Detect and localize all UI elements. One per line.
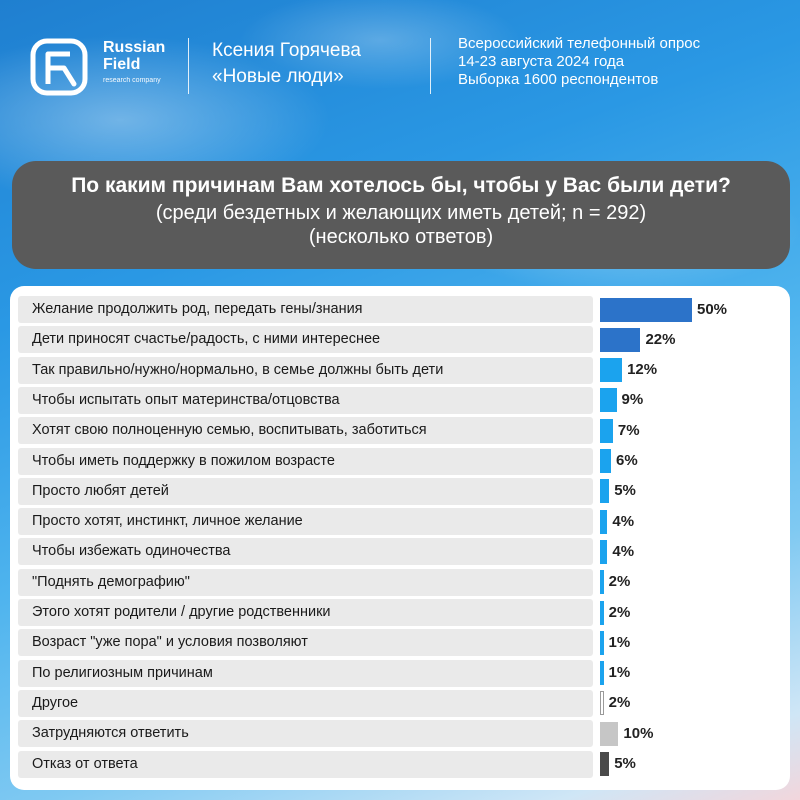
category-label: По религиозным причинам xyxy=(18,659,593,687)
bar xyxy=(600,358,623,383)
bar xyxy=(600,479,610,504)
data-label: 4% xyxy=(612,542,635,560)
survey-info: Всероссийский телефонный опрос 14-23 авг… xyxy=(458,35,700,89)
category-label: Хотят свою полноценную семью, воспитыват… xyxy=(18,417,593,445)
bar xyxy=(600,721,619,746)
category-label: "Поднять демографию" xyxy=(18,568,593,596)
author-name: Ксения Горячева xyxy=(212,40,361,61)
category-label: Чтобы иметь поддержку в пожилом возрасте xyxy=(18,447,593,475)
logo-line3: research company xyxy=(103,76,161,84)
question-title-box: По каким причинам Вам хотелось бы, чтобы… xyxy=(12,161,790,269)
header-divider xyxy=(188,38,189,94)
data-label: 5% xyxy=(614,755,636,772)
bar xyxy=(600,418,613,443)
question-subtitle-note: (несколько ответов) xyxy=(308,226,494,248)
survey-line2: 14-23 августа 2024 года xyxy=(458,53,625,70)
category-label: Чтобы испытать опыт материнства/отцовств… xyxy=(18,386,593,414)
data-label: 6% xyxy=(616,452,638,469)
author-party: «Новые люди» xyxy=(212,65,344,87)
category-label: Просто хотят, инстинкт, личное желание xyxy=(18,508,593,536)
question-title: По каким причинам Вам хотелось бы, чтобы… xyxy=(71,174,731,197)
data-label: 10% xyxy=(623,724,654,742)
data-label: 12% xyxy=(627,361,658,379)
category-label: Так правильно/нужно/нормально, в семье д… xyxy=(18,356,593,384)
category-label: Затрудняются ответить xyxy=(18,720,593,748)
bar xyxy=(600,752,610,776)
category-label: Другое xyxy=(18,689,593,717)
data-label: 1% xyxy=(608,664,631,682)
bar xyxy=(600,327,641,352)
bar xyxy=(600,661,604,686)
data-label: 7% xyxy=(617,421,640,439)
logo-line1: Russian xyxy=(103,39,166,56)
data-label: 5% xyxy=(614,482,636,500)
survey-line1: Всероссийский телефонный опрос xyxy=(458,35,701,52)
bar xyxy=(600,449,612,473)
category-label: Отказ от ответа xyxy=(18,750,593,778)
header-divider xyxy=(430,38,431,94)
survey-line3: Выборка 1600 респондентов xyxy=(458,71,659,88)
author-block: Ксения Горячева «Новые люди» xyxy=(212,38,361,89)
bar xyxy=(600,297,692,322)
chart-panel: Желание продолжить род, передать гены/зн… xyxy=(10,286,790,790)
bar xyxy=(600,388,617,413)
category-label: Возраст "уже пора" и условия позволяют xyxy=(18,629,593,657)
data-label: 22% xyxy=(645,330,676,348)
bar xyxy=(600,600,604,625)
bar xyxy=(600,509,608,534)
bar xyxy=(600,570,604,595)
data-label: 2% xyxy=(608,573,631,591)
category-label: Желание продолжить род, передать гены/зн… xyxy=(18,296,593,323)
logo-line2: Field xyxy=(103,55,141,73)
question-subtitle: (среди бездетных и желающих иметь детей;… xyxy=(155,202,647,224)
data-label: 1% xyxy=(608,633,631,651)
logo-text: Russian Field research company xyxy=(103,39,166,84)
data-label: 4% xyxy=(612,512,635,530)
data-label: 50% xyxy=(697,300,728,318)
bar xyxy=(600,630,604,655)
header: Russian Field research company Ксения Го… xyxy=(0,0,800,140)
data-label: 9% xyxy=(621,391,644,409)
bar xyxy=(600,691,604,716)
category-label: Просто любят детей xyxy=(18,477,593,505)
category-label: Дети приносят счастье/радость, с ними ин… xyxy=(18,326,593,354)
data-label: 2% xyxy=(608,694,631,712)
category-label: Чтобы избежать одиночества xyxy=(18,538,593,566)
category-label: Этого хотят родители / другие родственни… xyxy=(18,599,593,626)
russian-field-logo-icon xyxy=(30,38,88,96)
bar xyxy=(600,539,608,564)
data-label: 2% xyxy=(608,603,631,621)
